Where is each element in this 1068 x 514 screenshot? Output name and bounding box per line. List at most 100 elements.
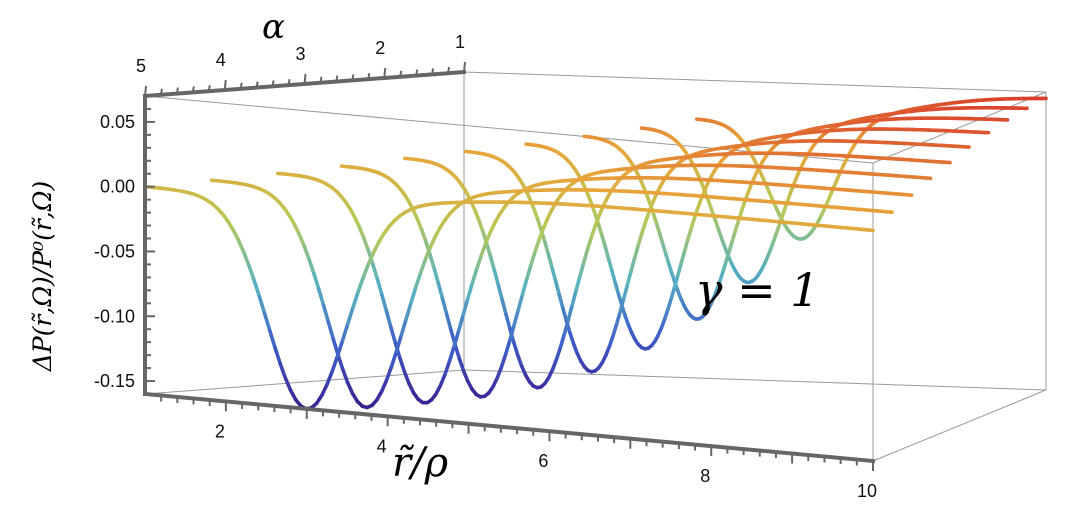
axis-tick-labels: 2 4 6 8 10 0.05 0.00 -0.05 -0.10 -0.15 5 4 3 2 1: [94, 32, 877, 501]
series-segment: [477, 218, 485, 233]
alpha-tick-label: 1: [455, 32, 465, 52]
series-segment: [321, 303, 331, 324]
series-segment: [389, 325, 398, 346]
series-segment: [409, 285, 418, 305]
alpha-tick: [223, 79, 227, 91]
series-segment: [394, 333, 404, 354]
alpha-tick: [399, 70, 403, 77]
series-segment: [404, 301, 413, 321]
series-segment: [666, 296, 674, 311]
series-segment: [436, 281, 445, 301]
series-segment: [495, 365, 504, 380]
series-segment: [461, 296, 470, 316]
series-segment: [611, 321, 619, 338]
alpha-tick-label: 2: [375, 38, 385, 58]
x-tick-label: 2: [215, 421, 225, 441]
series-segment: [418, 257, 428, 275]
series-segment: [461, 369, 470, 384]
series-segment: [316, 286, 326, 307]
series-segment: [613, 281, 621, 297]
series-segment: [578, 259, 586, 278]
x-tick-label: 4: [377, 436, 387, 456]
box-edge: [463, 71, 1047, 93]
series-segment: [484, 230, 493, 245]
series-segment: [488, 254, 497, 273]
series-segment: [689, 216, 697, 231]
series-segment: [283, 376, 293, 393]
alpha-axis-label: α: [262, 7, 285, 47]
series-segment: [672, 272, 680, 289]
series-segment: [231, 228, 241, 243]
series-segment: [361, 236, 371, 253]
series-line-alpha-1: [694, 96, 1048, 241]
alpha-tick: [351, 74, 355, 81]
x-axis-label: r̃/ρ: [392, 440, 449, 486]
series-segment: [603, 245, 611, 261]
x-axis-line: [142, 391, 876, 464]
alpha-tick: [287, 79, 291, 86]
series-segment: [278, 361, 288, 380]
box-edge: [144, 369, 465, 395]
alpha-tick-label: 3: [295, 44, 305, 64]
alpha-tick-label: 4: [216, 50, 226, 70]
series-segment: [492, 268, 501, 287]
series-segment: [453, 343, 462, 361]
series-segment: [319, 382, 329, 398]
series-segment: [679, 249, 687, 265]
series-segment: [484, 241, 493, 259]
series-segment: [262, 311, 272, 333]
series-segment: [570, 288, 578, 307]
alpha-tick: [319, 76, 323, 83]
series-segment: [384, 309, 393, 330]
series-segment: [466, 281, 475, 301]
series-segment: [438, 371, 448, 387]
alpha-tick: [335, 75, 339, 82]
series-segment: [606, 257, 614, 273]
alpha-tick: [447, 67, 451, 74]
series-segment: [356, 275, 366, 294]
series-segment: [414, 270, 423, 290]
z-axis-label: ΔP(r̃,Ω)/P⁰(r̃,Ω): [28, 181, 57, 372]
z-tick-label: -0.10: [94, 306, 135, 326]
series-segment: [335, 338, 345, 359]
series-segment: [288, 388, 298, 402]
series-segment: [669, 284, 677, 300]
series-segment: [682, 237, 690, 253]
series-segment: [524, 263, 533, 282]
series-segment: [529, 249, 537, 267]
series-segment: [415, 217, 424, 232]
series-segment: [614, 309, 623, 326]
series-segment: [402, 370, 411, 386]
series-segment: [399, 317, 408, 338]
series-segment: [345, 305, 355, 326]
series-segment: [445, 312, 453, 333]
alpha-tick: [303, 73, 307, 85]
series-segment: [423, 245, 433, 261]
series-segment: [357, 225, 366, 240]
alpha-tick: [207, 85, 211, 92]
series-segment: [535, 217, 544, 233]
series-segment: [562, 317, 571, 336]
series-segment: [508, 323, 516, 342]
series-segment: [582, 246, 590, 264]
series-segment: [589, 223, 598, 238]
series-segment: [351, 289, 361, 310]
z-tick-label: 0.05: [100, 112, 135, 132]
alpha-tick: [239, 82, 243, 89]
gamma-annotation: γ = 1: [695, 263, 820, 317]
series-segment: [537, 226, 546, 241]
series-segment: [470, 266, 479, 285]
series-segment: [419, 227, 428, 244]
series-segment: [512, 340, 520, 357]
series-line-alpha-4.11: [275, 171, 914, 405]
series-segment: [546, 252, 554, 270]
x-tick-label: 10: [857, 481, 877, 501]
series-segment: [340, 321, 350, 343]
series-segment: [371, 240, 381, 254]
box-edge: [872, 389, 1047, 462]
series-segment: [297, 232, 306, 248]
series-segment: [586, 234, 594, 251]
alpha-tick: [431, 68, 435, 75]
series-segment: [504, 312, 512, 331]
series-segment: [554, 345, 563, 361]
